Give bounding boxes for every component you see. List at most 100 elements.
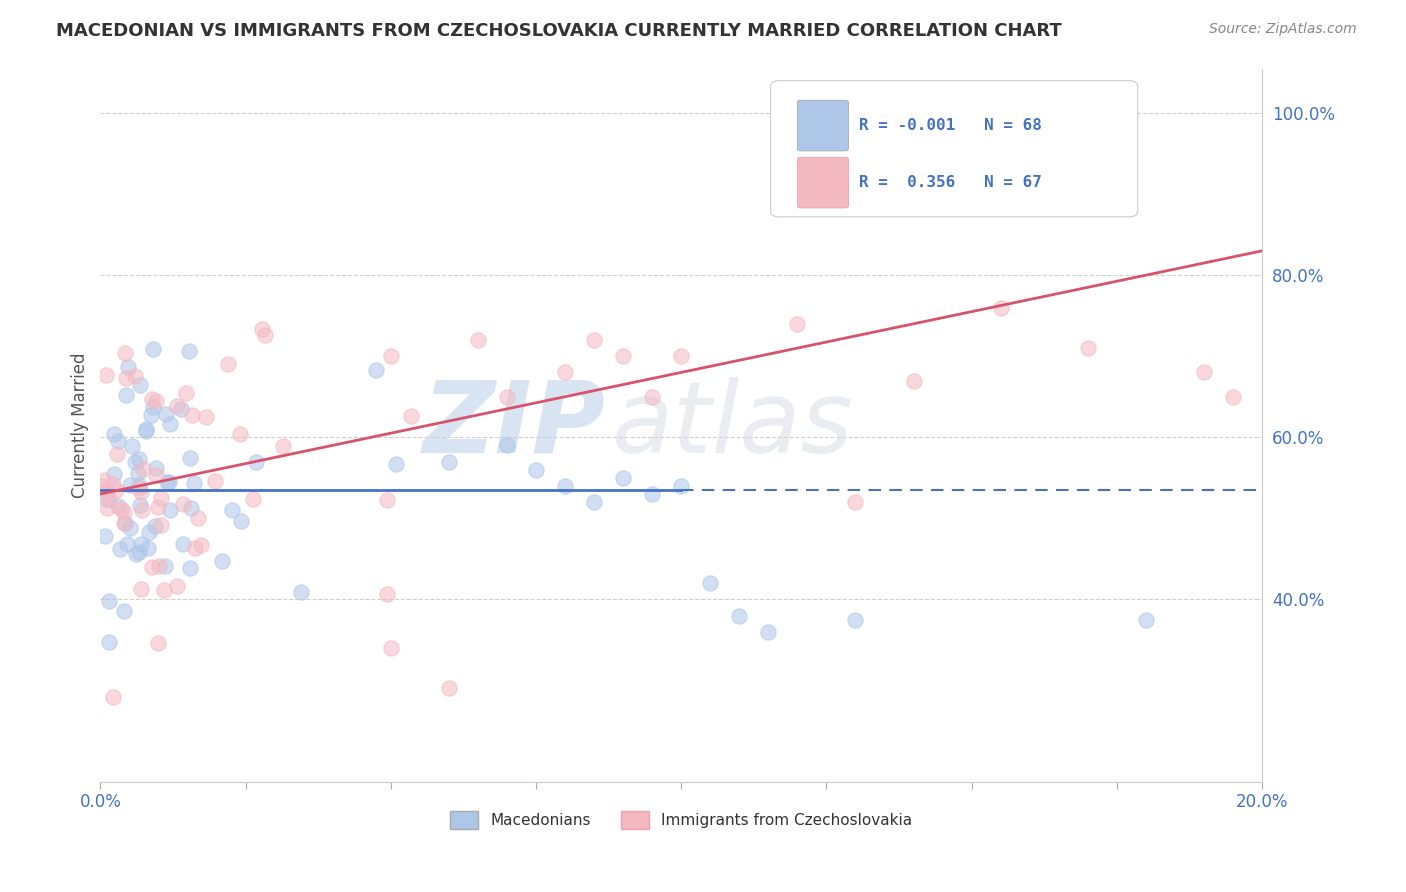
Point — [129, 537, 152, 551]
Point — [142, 400, 165, 414]
Text: R = -0.001   N = 68: R = -0.001 N = 68 — [859, 118, 1042, 133]
Point — [166, 399, 188, 413]
Point — [136, 541, 159, 556]
Point — [1192, 366, 1215, 380]
Point — [125, 547, 148, 561]
Point — [124, 455, 146, 469]
Point — [669, 479, 692, 493]
Point — [145, 461, 167, 475]
Point — [195, 410, 218, 425]
Point — [110, 502, 132, 516]
Point — [176, 385, 198, 400]
Point — [179, 561, 201, 575]
Point — [380, 349, 402, 363]
Point — [380, 640, 402, 655]
Point — [115, 537, 138, 551]
Point — [1222, 390, 1244, 404]
Point — [172, 497, 194, 511]
Point — [121, 439, 143, 453]
Point — [844, 495, 866, 509]
Point — [97, 634, 120, 648]
Point — [583, 333, 606, 347]
Text: ZIP: ZIP — [423, 376, 606, 474]
Point — [96, 491, 118, 506]
Point — [155, 407, 177, 421]
Point — [112, 604, 135, 618]
Point — [127, 466, 149, 480]
Point — [129, 498, 152, 512]
Point — [135, 424, 157, 438]
Point — [114, 505, 136, 519]
Point — [180, 500, 202, 515]
Point — [217, 357, 239, 371]
Point — [554, 366, 576, 380]
Point — [166, 580, 188, 594]
Point — [364, 363, 387, 377]
Point — [756, 624, 779, 639]
Point — [669, 349, 692, 363]
Point — [157, 475, 180, 489]
Y-axis label: Currently Married: Currently Married — [72, 352, 89, 498]
Point — [250, 322, 273, 336]
Point — [93, 473, 115, 487]
Point — [612, 349, 634, 363]
Point — [155, 475, 177, 490]
Point — [159, 503, 181, 517]
Point — [110, 542, 132, 557]
Point — [496, 390, 519, 404]
Point — [98, 593, 121, 607]
Point — [128, 478, 150, 492]
Point — [384, 457, 406, 471]
Point — [101, 690, 124, 704]
Point — [153, 559, 176, 574]
Point — [115, 371, 138, 385]
Point — [128, 451, 150, 466]
Point — [115, 387, 138, 401]
Point — [437, 681, 460, 696]
FancyBboxPatch shape — [770, 80, 1137, 217]
Point — [150, 491, 173, 506]
Point — [118, 478, 141, 492]
Point — [242, 492, 264, 507]
Point — [467, 333, 489, 347]
Legend: Macedonians, Immigrants from Czechoslovakia: Macedonians, Immigrants from Czechoslova… — [444, 805, 918, 835]
Point — [118, 521, 141, 535]
Point — [107, 434, 129, 449]
FancyBboxPatch shape — [797, 100, 848, 151]
Point — [204, 475, 226, 489]
Point — [103, 467, 125, 482]
Point — [131, 503, 153, 517]
Point — [138, 525, 160, 540]
Point — [141, 409, 163, 423]
Point — [437, 454, 460, 468]
Point — [844, 613, 866, 627]
Point — [183, 476, 205, 491]
Point — [399, 409, 422, 423]
Point — [524, 463, 547, 477]
Point — [96, 483, 118, 498]
Point — [229, 514, 252, 528]
Point — [253, 327, 276, 342]
Point — [129, 485, 152, 500]
Point — [117, 359, 139, 374]
Text: R =  0.356   N = 67: R = 0.356 N = 67 — [859, 175, 1042, 190]
Point — [187, 511, 209, 525]
Point — [148, 500, 170, 514]
Point — [129, 582, 152, 596]
Point — [101, 477, 124, 491]
Point — [1077, 341, 1099, 355]
FancyBboxPatch shape — [797, 157, 848, 208]
Point — [148, 636, 170, 650]
Point — [142, 342, 165, 356]
Point — [641, 390, 664, 404]
Point — [612, 471, 634, 485]
Point — [145, 468, 167, 483]
Point — [105, 447, 128, 461]
Text: atlas: atlas — [612, 376, 853, 474]
Point — [699, 576, 721, 591]
Point — [229, 427, 252, 442]
Point — [172, 536, 194, 550]
Point — [153, 583, 176, 598]
Point — [554, 479, 576, 493]
Point — [128, 544, 150, 558]
